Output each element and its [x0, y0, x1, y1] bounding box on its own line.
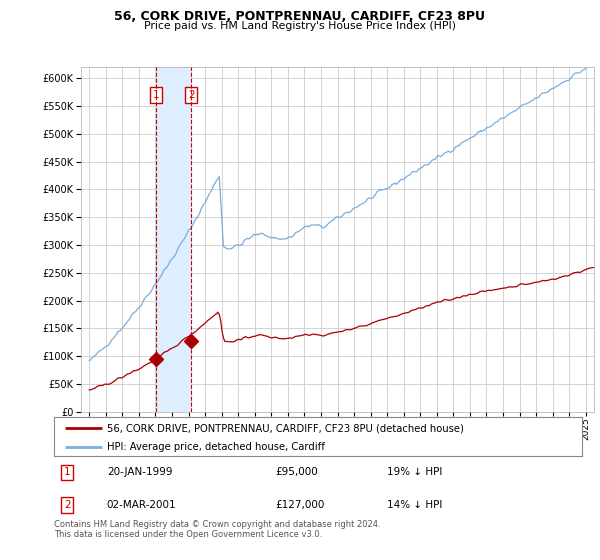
- Bar: [156, 67, 191, 412]
- Text: 2: 2: [188, 90, 194, 100]
- Text: 20-JAN-1999: 20-JAN-1999: [107, 467, 172, 477]
- Text: £95,000: £95,000: [276, 467, 319, 477]
- Text: 56, CORK DRIVE, PONTPRENNAU, CARDIFF, CF23 8PU: 56, CORK DRIVE, PONTPRENNAU, CARDIFF, CF…: [115, 10, 485, 23]
- Text: 02-MAR-2001: 02-MAR-2001: [107, 500, 176, 510]
- Text: 56, CORK DRIVE, PONTPRENNAU, CARDIFF, CF23 8PU (detached house): 56, CORK DRIVE, PONTPRENNAU, CARDIFF, CF…: [107, 423, 464, 433]
- Text: 1: 1: [64, 467, 71, 477]
- Text: HPI: Average price, detached house, Cardiff: HPI: Average price, detached house, Card…: [107, 442, 325, 451]
- Text: Contains HM Land Registry data © Crown copyright and database right 2024.
This d: Contains HM Land Registry data © Crown c…: [54, 520, 380, 539]
- Text: 2: 2: [64, 500, 71, 510]
- Text: 14% ↓ HPI: 14% ↓ HPI: [386, 500, 442, 510]
- Text: £127,000: £127,000: [276, 500, 325, 510]
- Text: 1: 1: [153, 90, 160, 100]
- Text: Price paid vs. HM Land Registry's House Price Index (HPI): Price paid vs. HM Land Registry's House …: [144, 21, 456, 31]
- Text: 19% ↓ HPI: 19% ↓ HPI: [386, 467, 442, 477]
